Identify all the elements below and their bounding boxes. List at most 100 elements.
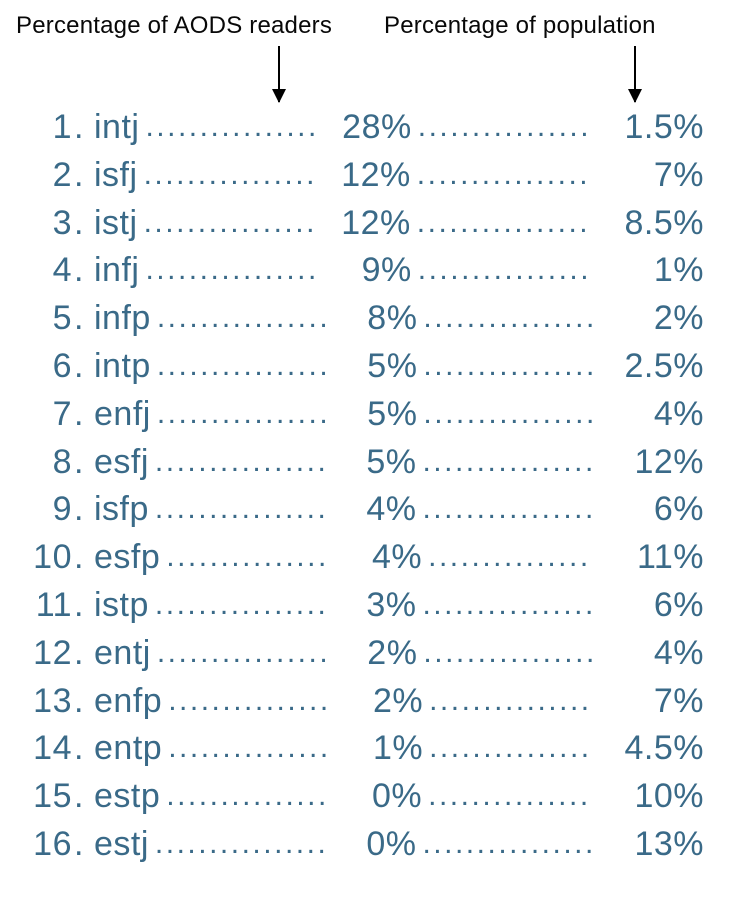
- rank-dot: .: [74, 349, 88, 383]
- arrow-aods-icon: [278, 46, 280, 102]
- population-value: 2.5%: [592, 349, 704, 383]
- dot-leader: ........................................…: [151, 303, 326, 333]
- rank-number: 15: [16, 779, 74, 813]
- header-aods: Percentage of AODS readers: [16, 12, 332, 40]
- dot-leader: ........................................…: [423, 686, 592, 716]
- dot-leader: ........................................…: [151, 638, 326, 668]
- rank-dot: .: [74, 540, 88, 574]
- rank-number: 5: [16, 301, 74, 335]
- rank-dot: .: [74, 827, 88, 861]
- type-label: entj: [88, 636, 151, 670]
- dot-leader: ........................................…: [412, 255, 592, 285]
- aods-value: 1%: [331, 731, 423, 765]
- rank-number: 10: [16, 540, 74, 574]
- aods-value: 5%: [325, 397, 417, 431]
- rank-dot: .: [74, 636, 88, 670]
- table-row: 12.entj.................................…: [16, 636, 704, 670]
- type-label: enfp: [88, 684, 162, 718]
- rank-number: 6: [16, 349, 74, 383]
- aods-value: 0%: [330, 779, 422, 813]
- rank-dot: .: [74, 779, 88, 813]
- aods-value: 2%: [331, 684, 423, 718]
- dot-leader: ........................................…: [416, 494, 592, 524]
- table-row: 4.infj..................................…: [16, 253, 704, 287]
- aods-value: 2%: [325, 636, 417, 670]
- aods-value: 5%: [325, 349, 417, 383]
- rank-number: 14: [16, 731, 74, 765]
- population-value: 4%: [592, 636, 704, 670]
- population-value: 6%: [592, 492, 704, 526]
- dot-leader: ........................................…: [416, 590, 592, 620]
- dot-leader: ........................................…: [149, 829, 325, 859]
- table-body: 1.intj..................................…: [0, 110, 730, 861]
- dot-leader: ........................................…: [139, 112, 319, 142]
- aods-value: 4%: [324, 492, 416, 526]
- table-row: 8.esfj..................................…: [16, 445, 704, 479]
- table-row: 10.esfp.................................…: [16, 540, 704, 574]
- population-value: 7%: [592, 158, 704, 192]
- population-value: 4%: [592, 397, 704, 431]
- rank-dot: .: [74, 110, 88, 144]
- table-row: 16.estj.................................…: [16, 827, 704, 861]
- rank-dot: .: [74, 492, 88, 526]
- rank-number: 8: [16, 445, 74, 479]
- table-row: 3.istj..................................…: [16, 206, 704, 240]
- rank-dot: .: [74, 684, 88, 718]
- type-label: infj: [88, 253, 139, 287]
- table-row: 6.intp..................................…: [16, 349, 704, 383]
- population-value: 1%: [592, 253, 704, 287]
- type-label: infp: [88, 301, 151, 335]
- dot-leader: ........................................…: [151, 351, 326, 381]
- dot-leader: ........................................…: [139, 255, 319, 285]
- rank-number: 3: [16, 206, 74, 240]
- dot-leader: ........................................…: [412, 112, 592, 142]
- dot-leader: ........................................…: [422, 542, 592, 572]
- aods-value: 4%: [330, 540, 422, 574]
- type-label: esfj: [88, 445, 149, 479]
- rank-dot: .: [74, 731, 88, 765]
- dot-leader: ........................................…: [411, 208, 592, 238]
- type-label: istj: [88, 206, 138, 240]
- header-area: Percentage of AODS readers Percentage of…: [0, 0, 730, 110]
- type-label: istp: [88, 588, 149, 622]
- population-value: 10%: [592, 779, 704, 813]
- population-value: 7%: [592, 684, 704, 718]
- type-label: estp: [88, 779, 160, 813]
- rank-number: 9: [16, 492, 74, 526]
- aods-value: 5%: [324, 445, 416, 479]
- aods-value: 0%: [324, 827, 416, 861]
- rank-dot: .: [74, 397, 88, 431]
- dot-leader: ........................................…: [416, 447, 592, 477]
- population-value: 11%: [592, 540, 704, 574]
- type-label: estj: [88, 827, 149, 861]
- population-value: 4.5%: [592, 731, 704, 765]
- rank-dot: .: [74, 158, 88, 192]
- dot-leader: ........................................…: [417, 303, 592, 333]
- population-value: 2%: [592, 301, 704, 335]
- type-label: intj: [88, 110, 139, 144]
- rank-number: 12: [16, 636, 74, 670]
- rank-dot: .: [74, 588, 88, 622]
- table-row: 5.infp..................................…: [16, 301, 704, 335]
- type-label: intp: [88, 349, 151, 383]
- aods-value: 12%: [319, 158, 411, 192]
- type-label: isfp: [88, 492, 149, 526]
- population-value: 12%: [592, 445, 704, 479]
- type-label: entp: [88, 731, 162, 765]
- table-row: 9.isfp..................................…: [16, 492, 704, 526]
- aods-value: 12%: [319, 206, 411, 240]
- rank-number: 1: [16, 110, 74, 144]
- rank-dot: .: [74, 301, 88, 335]
- dot-leader: ........................................…: [149, 590, 325, 620]
- rank-number: 11: [16, 588, 74, 622]
- dot-leader: ........................................…: [149, 447, 325, 477]
- aods-value: 28%: [320, 110, 412, 144]
- table-row: 14.entp.................................…: [16, 731, 704, 765]
- dot-leader: ........................................…: [423, 733, 592, 763]
- dot-leader: ........................................…: [151, 399, 326, 429]
- dot-leader: ........................................…: [416, 829, 592, 859]
- table-row: 1.intj..................................…: [16, 110, 704, 144]
- aods-value: 8%: [325, 301, 417, 335]
- rank-number: 13: [16, 684, 74, 718]
- dot-leader: ........................................…: [422, 781, 592, 811]
